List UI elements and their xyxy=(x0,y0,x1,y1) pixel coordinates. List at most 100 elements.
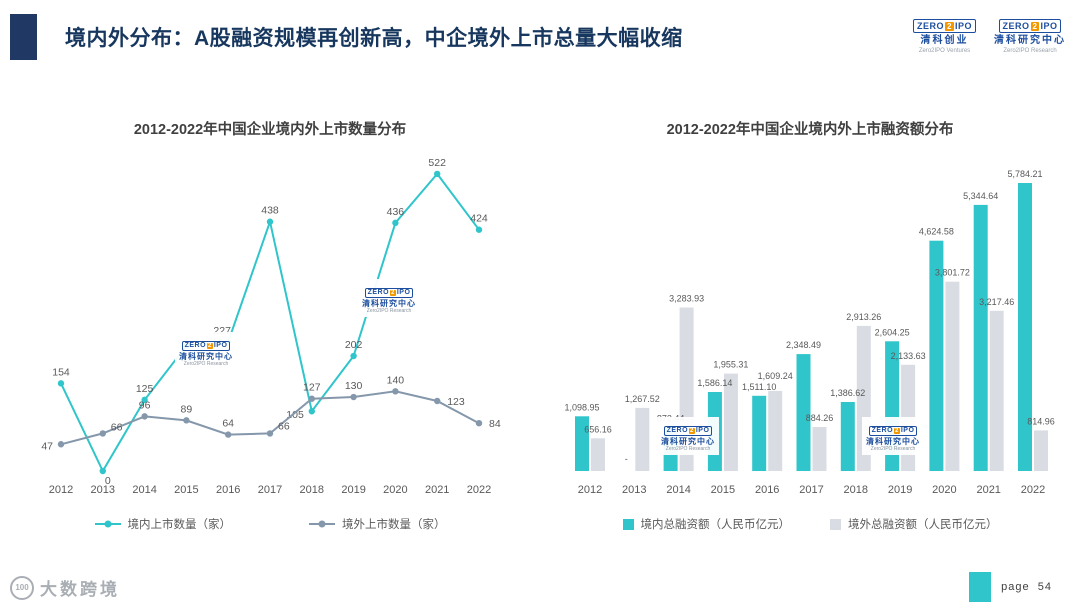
logo-en-text: Zero2IPO Research xyxy=(1003,47,1057,54)
wordmark-two: 2 xyxy=(894,427,900,435)
x-axis-year-label: 2022 xyxy=(467,484,491,496)
wordmark-right: IPO xyxy=(900,427,915,434)
data-label: 123 xyxy=(447,396,465,408)
data-label: 2,604.25 xyxy=(874,327,909,337)
data-label: 814.96 xyxy=(1027,416,1055,426)
wordmark-right: IPO xyxy=(695,427,710,434)
data-label: 105 xyxy=(286,409,304,421)
data-label: 1,609.24 xyxy=(757,371,792,381)
data-point xyxy=(266,430,274,437)
wordmark-right: IPO xyxy=(954,21,972,32)
overseas-bar xyxy=(590,438,605,471)
data-point xyxy=(434,170,441,178)
data-point xyxy=(475,226,483,233)
data-label: 1,386.62 xyxy=(830,388,865,398)
data-point xyxy=(308,408,315,415)
data-label: 2,348.49 xyxy=(785,340,820,350)
watermark-en-text: Zero2IPO Research xyxy=(183,361,229,368)
data-label: 424 xyxy=(470,213,488,225)
data-label: 2,133.63 xyxy=(890,351,925,361)
line-chart-legend: 境内上市数量（家） 境外上市数量（家） xyxy=(94,516,446,532)
x-axis-year-label: 2022 xyxy=(1020,484,1044,496)
x-axis-year-label: 2015 xyxy=(710,484,734,496)
bar-chart-legend: 境内总融资额（人民币亿元） 境外总融资额（人民币亿元） xyxy=(622,516,998,532)
zero2ipo-wordmark-icon: ZERO 2 IPO xyxy=(663,426,713,436)
brand-mark-text: 100 xyxy=(15,583,29,592)
x-axis-year-label: 2014 xyxy=(666,484,690,496)
watermark-en-text: Zero2IPO Research xyxy=(665,446,711,453)
legend-item: 境内总融资额（人民币亿元） xyxy=(622,516,790,532)
data-point xyxy=(434,397,441,405)
header-logos: ZERO 2 IPO 清科创业 Zero2IPO Ventures ZERO 2… xyxy=(913,19,1066,55)
data-label: 1,098.95 xyxy=(564,402,599,412)
data-label: 1,586.14 xyxy=(697,378,732,388)
data-point xyxy=(392,219,399,227)
x-axis-year-label: 2017 xyxy=(258,484,282,496)
zero2ipo-ventures-logo: ZERO 2 IPO 清科创业 Zero2IPO Ventures xyxy=(913,19,976,55)
zero2ipo-wordmark-icon: ZERO 2 IPO xyxy=(998,19,1062,34)
x-axis-year-label: 2020 xyxy=(932,484,956,496)
data-point xyxy=(475,419,483,427)
page-title: 境内外分布：A股融资规模再创新高，中企境外上市总量大幅收缩 xyxy=(65,27,683,50)
watermark-cn-text: 清科研究中心 xyxy=(866,436,920,446)
wordmark-two: 2 xyxy=(689,427,695,435)
wordmark-two: 2 xyxy=(390,289,396,297)
data-label: 66 xyxy=(111,421,123,433)
header-accent-bar xyxy=(10,14,37,60)
zero2ipo-wordmark-icon: ZERO 2 IPO xyxy=(181,341,231,351)
data-label: 127 xyxy=(303,382,321,394)
data-label: 125 xyxy=(136,383,154,395)
wordmark-two: 2 xyxy=(945,21,954,31)
data-label: 140 xyxy=(387,374,405,386)
charts-area: 2012-2022年中国企业境内外上市数量分布 2012 2013 2014 2015… xyxy=(0,108,1080,532)
data-point xyxy=(141,413,148,420)
data-label: 84 xyxy=(489,418,501,430)
page-indicator: page 54 xyxy=(969,572,1052,602)
x-axis-year-label: 2018 xyxy=(843,484,867,496)
watermark-en-text: Zero2IPO Research xyxy=(870,446,916,453)
x-axis-year-label: 2015 xyxy=(174,484,198,496)
wordmark-left: ZERO xyxy=(184,342,207,349)
listing-count-line-chart: 2012 2013 2014 2015 2016 2017 2018 2019 2020 2021… xyxy=(27,153,513,510)
domestic-bar xyxy=(1017,183,1032,471)
x-axis-year-label: 2021 xyxy=(976,484,1000,496)
wordmark-right: IPO xyxy=(396,289,411,296)
legend-line-marker-icon xyxy=(94,520,121,528)
brand-name: 大数跨境 xyxy=(40,580,120,599)
data-label: 2,913.26 xyxy=(846,312,881,322)
domestic-bar xyxy=(751,395,766,471)
legend-item: 境内上市数量（家） xyxy=(94,516,231,532)
data-label: 47 xyxy=(41,440,53,452)
watermark-cn-text: 清科研究中心 xyxy=(362,298,416,308)
wordmark-left: ZERO xyxy=(367,289,390,296)
zero2ipo-research-logo: ZERO 2 IPO 清科研究中心 Zero2IPO Research xyxy=(994,19,1066,55)
data-label: 436 xyxy=(387,206,405,218)
legend-square-marker-icon xyxy=(830,518,841,530)
domestic-bar xyxy=(574,416,589,471)
wordmark-right: IPO xyxy=(1040,21,1058,32)
data-label: - xyxy=(624,454,627,464)
data-label: 130 xyxy=(345,380,363,392)
overseas-bar xyxy=(944,281,959,471)
overseas-bar xyxy=(812,427,826,471)
wordmark-left: ZERO xyxy=(666,427,689,434)
watermark-en-text: Zero2IPO Research xyxy=(366,308,412,315)
zero2ipo-wordmark-icon: ZERO 2 IPO xyxy=(364,288,414,298)
x-axis-year-label: 2020 xyxy=(383,484,407,496)
data-label: 1,955.31 xyxy=(713,360,748,370)
data-label: 64 xyxy=(222,418,234,430)
data-label: 5,784.21 xyxy=(1007,169,1042,179)
domestic-bar xyxy=(928,240,943,471)
zero2ipo-watermark: ZERO 2 IPO 清科研究中心 Zero2IPO Research xyxy=(862,417,924,455)
legend-label: 境外上市数量（家） xyxy=(342,519,446,531)
legend-item: 境外总融资额（人民币亿元） xyxy=(830,516,998,532)
legend-square-marker-icon xyxy=(622,518,634,530)
data-label: 66 xyxy=(278,420,290,432)
data-point xyxy=(225,431,232,438)
financing-amount-bar-chart: 2012 2013 2014 2015 2016 2017 2018 2019 2020 2021… xyxy=(558,153,1063,510)
overseas-bar xyxy=(723,373,738,471)
wordmark-left: ZERO xyxy=(917,21,945,32)
bar-chart-svg: 2012 2013 2014 2015 2016 2017 2018 2019 2020 2021… xyxy=(564,169,1055,496)
header: 境内外分布：A股融资规模再创新高，中企境外上市总量大幅收缩 ZERO 2 IPO… xyxy=(10,14,1066,60)
